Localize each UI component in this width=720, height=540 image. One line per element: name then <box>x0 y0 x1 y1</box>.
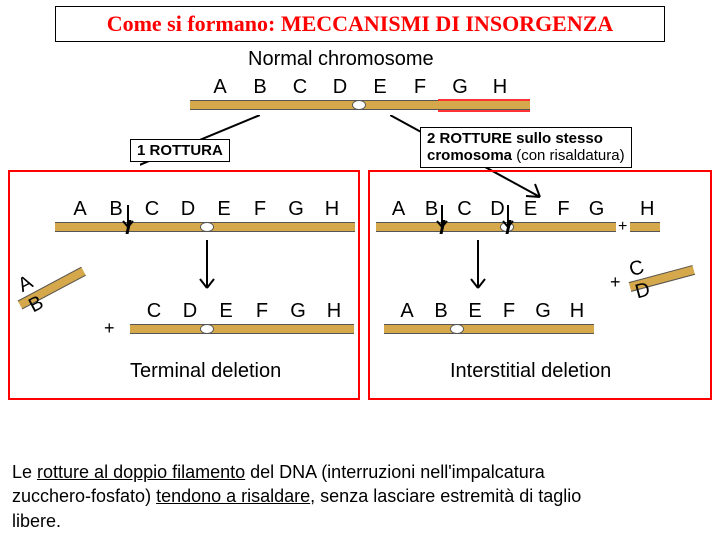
red-indicator <box>438 99 530 101</box>
right-chrom2-centromere <box>450 324 464 334</box>
gene-letter: E <box>360 76 400 99</box>
gene-letter: E <box>458 300 492 323</box>
gene-letter: H <box>480 76 520 99</box>
normal-label: Normal chromosome <box>248 48 434 71</box>
label-2-line2a: cromosoma <box>427 147 512 164</box>
footer-t7: libere. <box>12 511 61 531</box>
left-caption: Terminal deletion <box>130 360 281 383</box>
left-chrom1-row: A B C D E F G H <box>62 198 350 221</box>
label-box-2: 2 ROTTURE sullo stesso cromosoma (con ri… <box>420 127 632 168</box>
gene-letter-iso: H <box>640 198 654 221</box>
gene-letter: F <box>547 198 580 221</box>
gene-letter: B <box>240 76 280 99</box>
footer-caption: Le rotture al doppio filamento del DNA (… <box>12 460 708 533</box>
gene-letter: H <box>314 198 350 221</box>
label-1-text: 1 ROTTURA <box>137 142 223 159</box>
left-chrom2-row: C D E F G H <box>136 300 352 323</box>
gene-letter: H <box>316 300 352 323</box>
arrow-down-icon <box>195 240 219 300</box>
red-indicator <box>438 110 530 112</box>
gene-letter: F <box>242 198 278 221</box>
normal-centromere <box>352 100 366 110</box>
normal-gene-row: A B C D E F G H <box>200 76 520 99</box>
gene-letter: F <box>400 76 440 99</box>
title-box: Come si formano: MECCANISMI DI INSORGENZ… <box>55 6 665 42</box>
right-chrom1-row: A B C D E F G <box>382 198 613 221</box>
gene-letter: G <box>580 198 613 221</box>
plus-sign: + <box>104 318 115 339</box>
plus-sign: + <box>618 218 627 236</box>
footer-t4: zucchero-fosfato) <box>12 486 156 506</box>
right-chrom1-iso-bar <box>630 222 660 232</box>
gene-letter: A <box>390 300 424 323</box>
gene-letter: D <box>170 198 206 221</box>
footer-t6: , senza lasciare estremità di taglio <box>310 486 581 506</box>
right-caption: Interstitial deletion <box>450 360 611 383</box>
gene-letter: C <box>134 198 170 221</box>
gene-letter: F <box>244 300 280 323</box>
footer-t1: Le <box>12 462 37 482</box>
gene-letter: A <box>62 198 98 221</box>
right-fragment: C D <box>629 265 695 292</box>
right-chrom2-row: A B E F G H <box>390 300 594 323</box>
gene-letter: C <box>280 76 320 99</box>
footer-t2: rotture al doppio filamento <box>37 462 245 482</box>
gene-letter: E <box>514 198 547 221</box>
left-chrom2-bar <box>130 324 354 334</box>
label-2-line1: 2 ROTTURE sullo stesso <box>427 130 603 147</box>
arrow-down-icon <box>466 240 490 300</box>
label-box-1: 1 ROTTURA <box>130 139 230 162</box>
gene-letter: E <box>208 300 244 323</box>
gene-letter: G <box>278 198 314 221</box>
right-chrom1-bar <box>376 222 616 232</box>
gene-letter: D <box>320 76 360 99</box>
gene-letter: G <box>526 300 560 323</box>
left-chrom2-centromere <box>200 324 214 334</box>
gene-letter: H <box>560 300 594 323</box>
gene-letter: B <box>424 300 458 323</box>
gene-letter: D <box>172 300 208 323</box>
left-chrom1-centromere <box>200 222 214 232</box>
gene-letter: G <box>440 76 480 99</box>
gene-letter: A <box>200 76 240 99</box>
right-chrom2-bar <box>384 324 594 334</box>
label-2-line2b: (con risaldatura) <box>512 147 625 164</box>
footer-t5: tendono a risaldare <box>156 486 310 506</box>
gene-letter: G <box>280 300 316 323</box>
title-text: Come si formano: MECCANISMI DI INSORGENZ… <box>107 11 614 36</box>
gene-letter: A <box>382 198 415 221</box>
gene-letter: C <box>448 198 481 221</box>
gene-letter: E <box>206 198 242 221</box>
gene-letter: F <box>492 300 526 323</box>
plus-sign: + <box>610 272 621 293</box>
footer-t3: del DNA (interruzioni nell'impalcatura <box>245 462 545 482</box>
gene-letter: C <box>136 300 172 323</box>
